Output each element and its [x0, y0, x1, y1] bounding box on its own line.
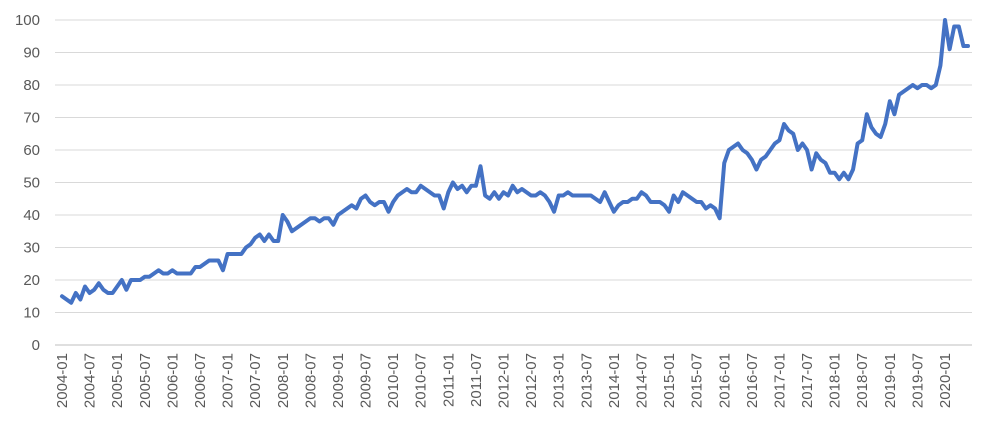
x-tick-label: 2009-01 [330, 353, 347, 408]
x-tick-label: 2011-07 [468, 353, 485, 407]
x-tick-label: 2006-01 [164, 353, 181, 408]
y-tick-label: 60 [23, 142, 40, 159]
x-tick-label: 2012-07 [523, 353, 540, 408]
x-tick-label: 2012-01 [496, 353, 513, 408]
x-tick-label: 2009-07 [358, 353, 375, 408]
y-tick-label: 0 [32, 337, 40, 354]
y-tick-label: 90 [23, 45, 40, 62]
x-tick-label: 2015-01 [661, 353, 678, 408]
x-tick-label: 2010-07 [413, 353, 430, 408]
x-tick-label: 2013-07 [578, 353, 595, 408]
x-tick-label: 2008-07 [302, 353, 319, 408]
x-tick-label: 2007-01 [220, 353, 237, 408]
x-tick-label: 2004-01 [54, 353, 71, 408]
data-line [60, 18, 970, 305]
y-tick-label: 100 [15, 12, 40, 29]
x-tick-label: 2019-07 [909, 353, 926, 408]
y-tick-label: 20 [23, 272, 40, 289]
x-tick-label: 2017-07 [799, 353, 816, 408]
x-tick-label: 2011-01 [440, 353, 457, 407]
x-tick-label: 2005-01 [109, 353, 126, 408]
x-tick-label: 2019-01 [882, 353, 899, 408]
y-tick-label: 30 [23, 240, 40, 257]
x-tick-label: 2007-07 [247, 353, 264, 408]
x-tick-label: 2014-01 [606, 353, 623, 408]
y-tick-label: 80 [23, 77, 40, 94]
x-tick-label: 2016-07 [744, 353, 761, 408]
x-tick-label: 2020-01 [937, 353, 954, 408]
x-tick-label: 2010-01 [385, 353, 402, 408]
y-tick-label: 70 [23, 110, 40, 127]
y-tick-label: 10 [23, 305, 40, 322]
x-tick-label: 2006-07 [192, 353, 209, 408]
x-tick-label: 2017-01 [771, 353, 788, 408]
x-tick-label: 2014-07 [633, 353, 650, 408]
x-tick-label: 2005-07 [137, 353, 154, 408]
x-tick-label: 2015-07 [689, 353, 706, 408]
x-tick-label: 2008-01 [275, 353, 292, 408]
x-tick-label: 2004-07 [82, 353, 99, 408]
x-tick-label: 2016-01 [716, 353, 733, 408]
x-tick-label: 2018-01 [827, 353, 844, 408]
x-tick-label: 2018-07 [854, 353, 871, 408]
y-tick-label: 50 [23, 175, 40, 192]
x-tick-label: 2013-01 [551, 353, 568, 408]
y-tick-label: 40 [23, 207, 40, 224]
